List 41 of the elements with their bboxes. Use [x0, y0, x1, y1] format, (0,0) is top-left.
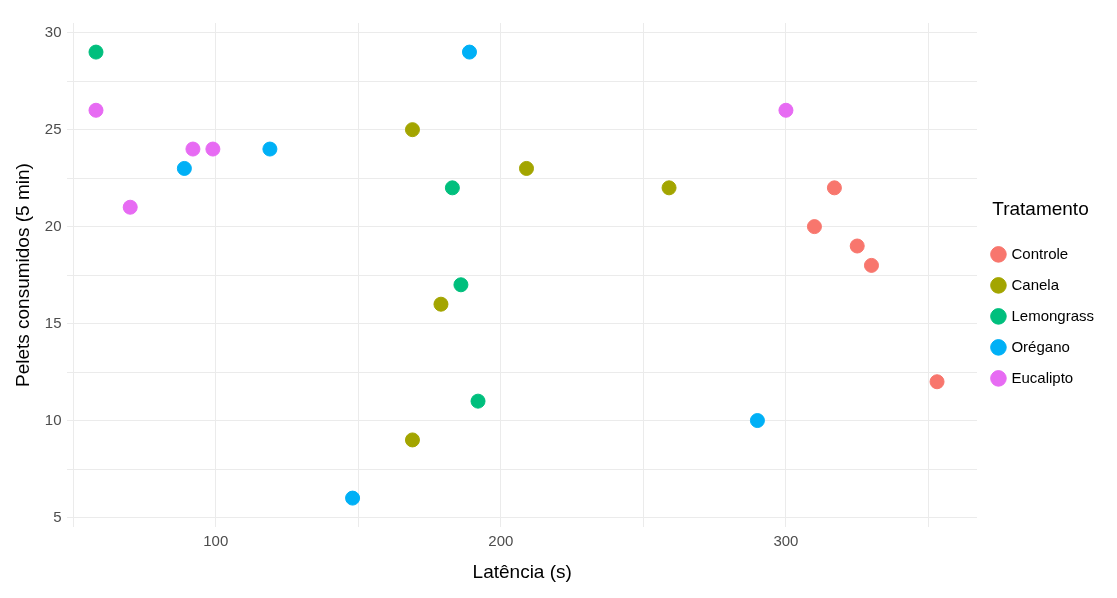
- point: [122, 199, 138, 215]
- x-tick-label: 100: [203, 532, 229, 550]
- y-tick-label: 20: [44, 216, 62, 234]
- y-tick-label: 15: [44, 313, 62, 331]
- legend-title: Tratamento: [992, 197, 1089, 219]
- y-tick-label: 30: [44, 22, 62, 40]
- point: [849, 238, 865, 254]
- y-tick-label: 10: [44, 410, 62, 428]
- point: [519, 160, 534, 176]
- point: [185, 141, 201, 157]
- point: [88, 102, 104, 118]
- x-tick-label: 300: [773, 532, 799, 550]
- point: [826, 180, 842, 196]
- point: [778, 102, 794, 118]
- y-axis-title: Pelets consumidos (5 min): [11, 163, 33, 388]
- point: [444, 180, 460, 196]
- legend-label: Eucalipto: [1011, 368, 1074, 386]
- point: [404, 122, 420, 138]
- point: [453, 277, 469, 293]
- x-axis-title: Latência (s): [472, 560, 572, 582]
- point: [345, 490, 361, 506]
- legend-label: Canela: [1011, 275, 1060, 293]
- y-tick-label: 5: [53, 507, 62, 525]
- point: [262, 141, 278, 157]
- point: [929, 374, 945, 390]
- point: [749, 413, 765, 429]
- point: [404, 432, 420, 448]
- y-tick-label: 25: [44, 119, 62, 137]
- legend-label: Orégano: [1011, 337, 1070, 355]
- point: [88, 44, 104, 60]
- point: [433, 296, 449, 312]
- point: [176, 160, 192, 176]
- point: [661, 180, 677, 196]
- point: [806, 219, 822, 235]
- point: [205, 141, 221, 157]
- x-tick-label: 200: [488, 532, 514, 550]
- legend-label: Controle: [1011, 244, 1069, 262]
- point: [461, 44, 477, 60]
- legend-label: Lemongrass: [1011, 306, 1094, 324]
- point: [470, 393, 486, 409]
- point: [863, 257, 879, 273]
